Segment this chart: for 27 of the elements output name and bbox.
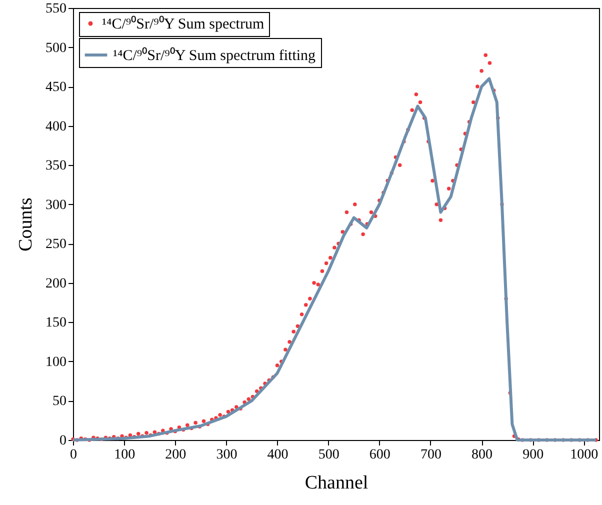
y-tick-label: 100 (46, 354, 66, 370)
x-tick-label: 800 (472, 448, 493, 462)
x-tick-label: 200 (165, 448, 186, 462)
y-tick-label: 0 (60, 434, 66, 448)
y-axis-title: Counts (16, 198, 36, 252)
x-tick-label: 400 (267, 448, 288, 462)
x-tick-label: 500 (318, 448, 340, 462)
y-tick-label: 400 (46, 119, 66, 134)
x-tick-label: 0 (70, 448, 77, 462)
x-tick-label: 100 (114, 448, 136, 462)
y-tick-label: 300 (46, 198, 66, 213)
x-axis-title: Channel (304, 472, 368, 494)
y-tick-label: 450 (46, 80, 66, 96)
y-tick-label: 50 (52, 394, 66, 410)
y-tick-label: 250 (46, 237, 66, 252)
legend-label: ¹⁴C/⁹⁰Sr/⁹⁰Y Sum spectrum fitting (113, 47, 316, 64)
y-tick-label: 350 (46, 158, 66, 174)
y-tick-label: 500 (46, 40, 66, 56)
y-tick-label: 150 (46, 316, 66, 331)
x-tick-label: 1000 (570, 448, 598, 462)
y-tick-label: 200 (46, 276, 66, 292)
y-tick-label: 550 (46, 2, 66, 16)
legend-label: ¹⁴C/⁹⁰Sr/⁹⁰Y Sum spectrum (102, 16, 264, 32)
x-tick-label: 300 (216, 448, 238, 462)
x-tick-label: 600 (369, 448, 390, 462)
x-tick-label: 700 (420, 448, 442, 462)
x-tick-label: 900 (522, 448, 544, 462)
